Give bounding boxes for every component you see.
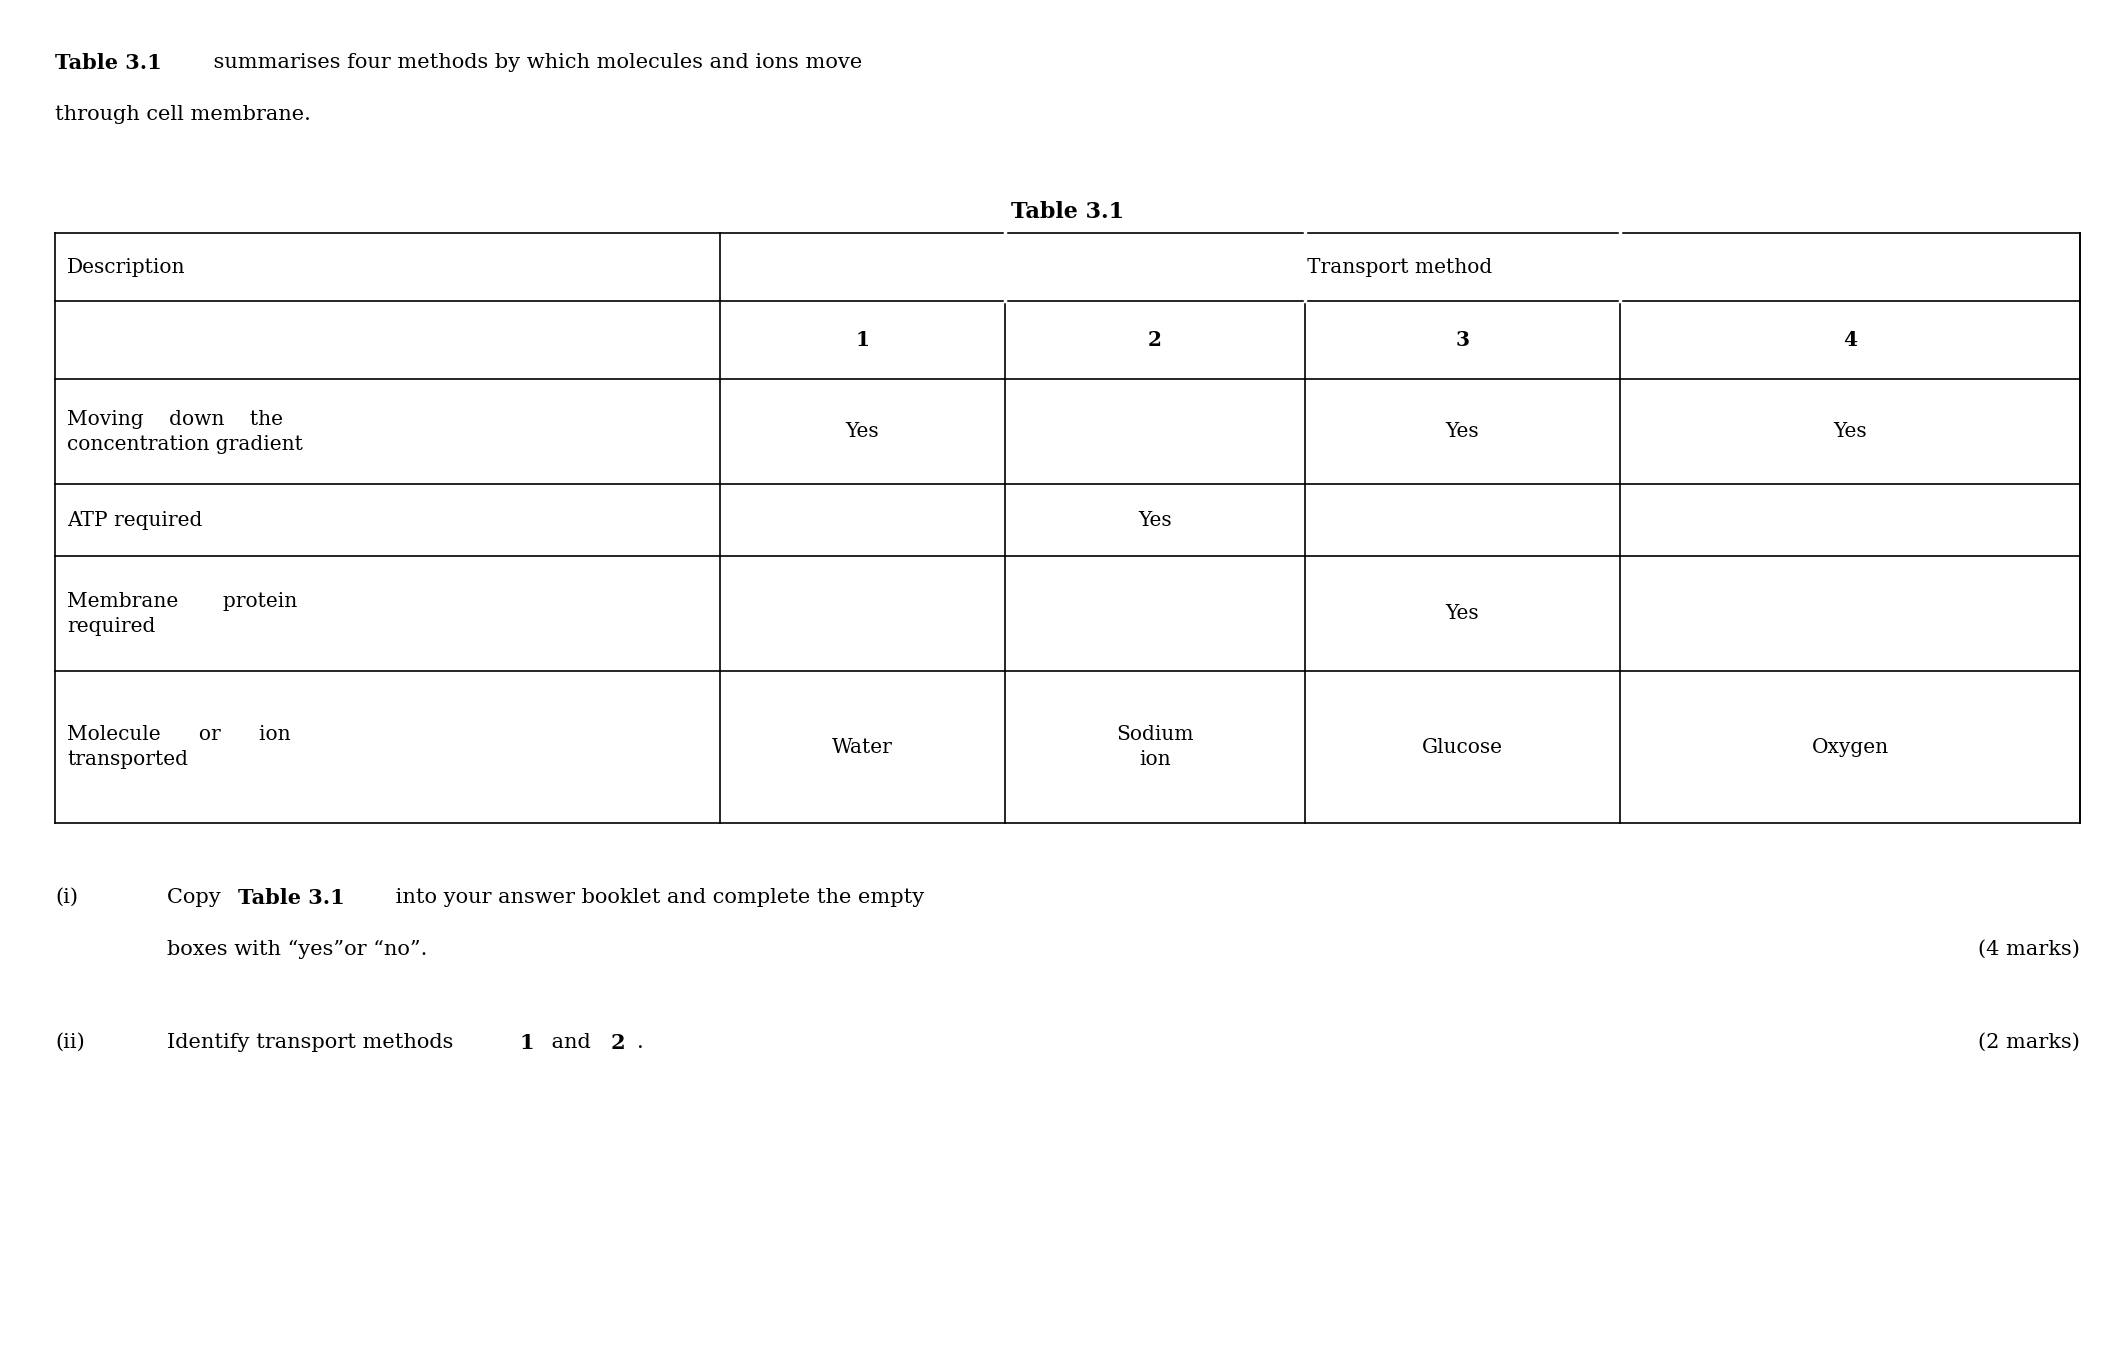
- Text: (4 marks): (4 marks): [1977, 940, 2081, 960]
- Text: (i): (i): [55, 889, 78, 906]
- Text: ATP required: ATP required: [67, 511, 202, 529]
- Text: .: .: [637, 1033, 643, 1052]
- Text: Copy: Copy: [167, 889, 228, 906]
- Text: Glucose: Glucose: [1423, 737, 1503, 756]
- Text: Yes: Yes: [1446, 423, 1480, 442]
- Text: Yes: Yes: [845, 423, 879, 442]
- Text: 1: 1: [519, 1033, 533, 1054]
- Text: Table 3.1: Table 3.1: [55, 53, 162, 74]
- Text: boxes with “yes”or “no”.: boxes with “yes”or “no”.: [167, 940, 428, 960]
- Text: summarises four methods by which molecules and ions move: summarises four methods by which molecul…: [207, 53, 862, 72]
- Text: (ii): (ii): [55, 1033, 84, 1052]
- Text: Transport method: Transport method: [1307, 258, 1492, 277]
- Text: Molecule      or      ion
transported: Molecule or ion transported: [67, 725, 291, 769]
- Text: Table 3.1: Table 3.1: [1012, 200, 1124, 224]
- Text: 2: 2: [1149, 330, 1162, 350]
- Text: Membrane       protein
required: Membrane protein required: [67, 592, 297, 635]
- Text: Table 3.1: Table 3.1: [238, 889, 346, 908]
- Text: Identify transport methods: Identify transport methods: [167, 1033, 460, 1052]
- Text: through cell membrane.: through cell membrane.: [55, 105, 310, 124]
- Text: Yes: Yes: [1446, 604, 1480, 623]
- Text: 2: 2: [611, 1033, 626, 1054]
- Text: 1: 1: [856, 330, 868, 350]
- Text: Sodium
ion: Sodium ion: [1117, 725, 1193, 769]
- Text: 4: 4: [1842, 330, 1857, 350]
- Text: 3: 3: [1455, 330, 1469, 350]
- Text: Oxygen: Oxygen: [1811, 737, 1889, 756]
- Text: Yes: Yes: [1834, 423, 1868, 442]
- Text: (2 marks): (2 marks): [1977, 1033, 2081, 1052]
- Text: Moving    down    the
concentration gradient: Moving down the concentration gradient: [67, 409, 304, 454]
- Text: Yes: Yes: [1138, 511, 1172, 529]
- Text: Description: Description: [67, 258, 186, 277]
- Text: into your answer booklet and complete the empty: into your answer booklet and complete th…: [390, 889, 923, 906]
- Text: Water: Water: [833, 737, 894, 756]
- Text: and: and: [546, 1033, 597, 1052]
